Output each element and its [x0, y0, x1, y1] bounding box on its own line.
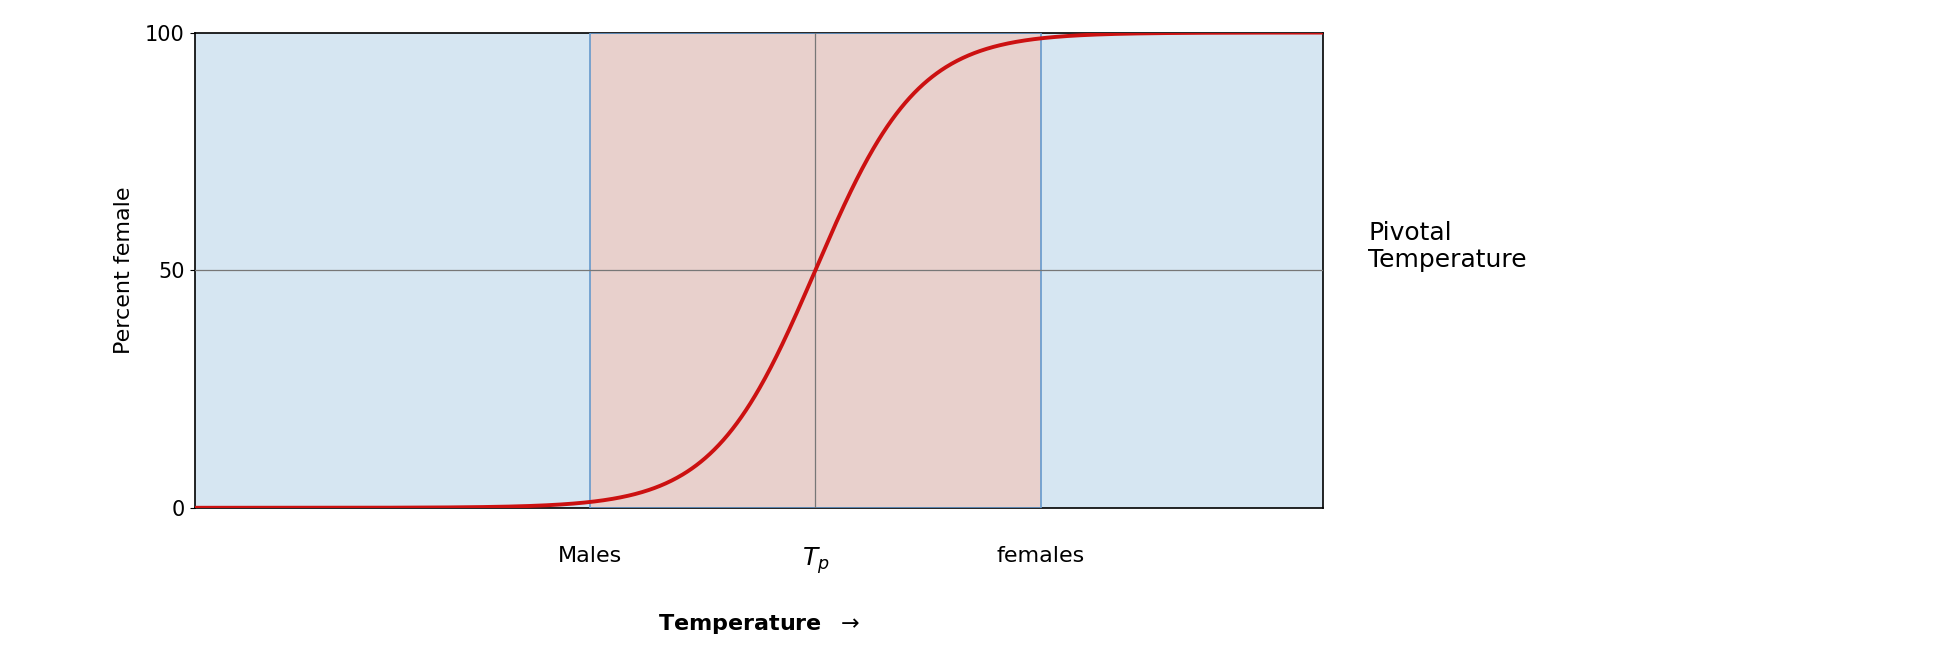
Text: Pivotal
Temperature: Pivotal Temperature — [1368, 221, 1528, 272]
Text: $T_p$: $T_p$ — [802, 546, 829, 577]
Bar — [590, 33, 1041, 508]
Y-axis label: Percent female: Percent female — [115, 186, 134, 354]
Bar — [590, 33, 1041, 508]
Text: Temperature  $\rightarrow$: Temperature $\rightarrow$ — [658, 613, 860, 636]
Text: Males: Males — [557, 546, 623, 566]
Text: females: females — [996, 546, 1086, 566]
